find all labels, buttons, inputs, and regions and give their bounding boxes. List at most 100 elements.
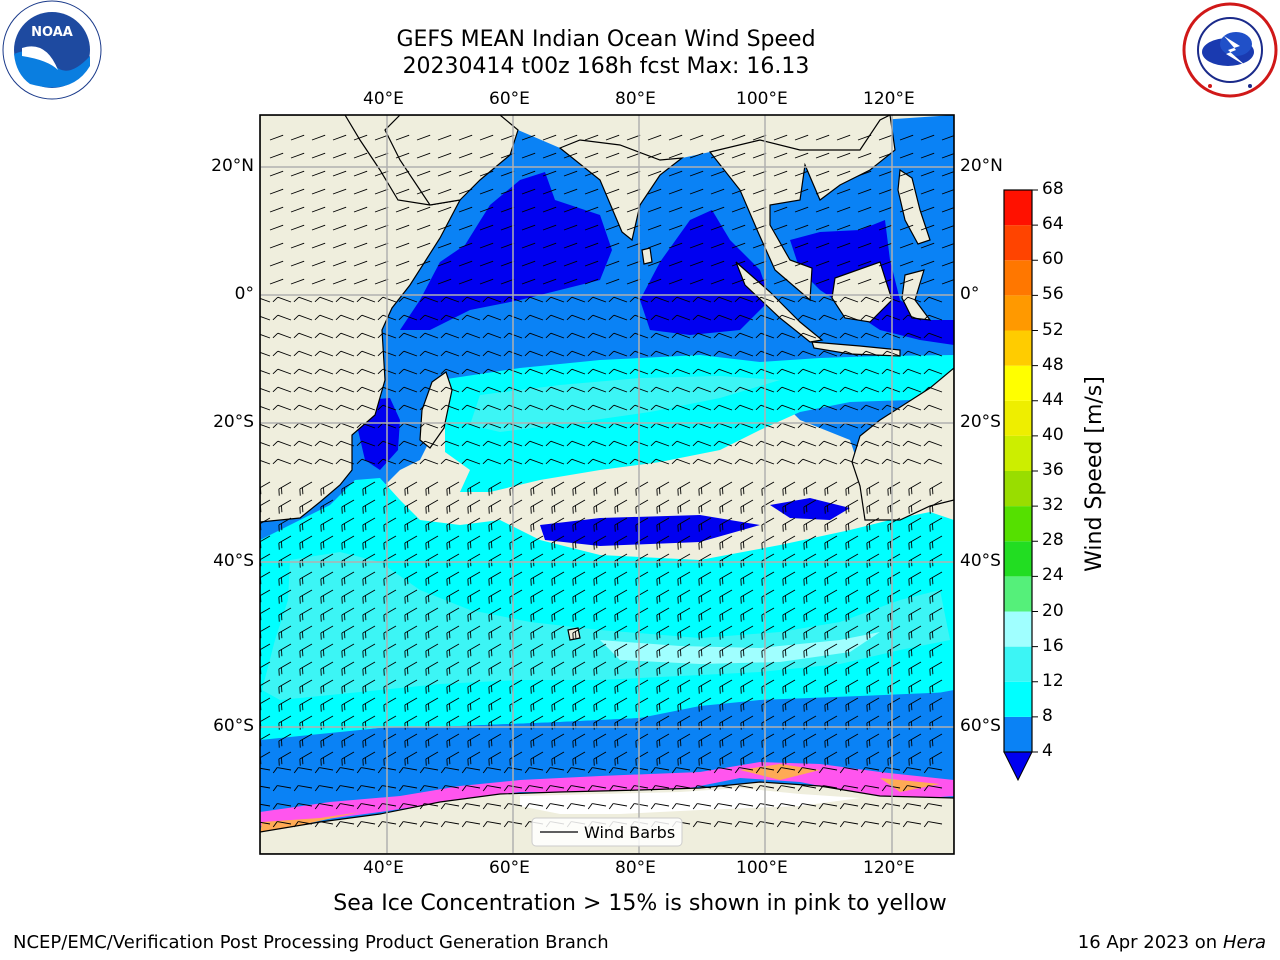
- wind-barb: [272, 767, 292, 774]
- wind-barb: [488, 607, 502, 622]
- wind-barb: [629, 422, 649, 429]
- wind-barb: [404, 571, 418, 586]
- wind-barb: [293, 422, 313, 429]
- footer-machine: Hera: [1222, 932, 1266, 953]
- wind-barb: [698, 607, 712, 622]
- wind-barb: [677, 589, 691, 604]
- wind-barb: [608, 767, 628, 774]
- wind-barb: [416, 242, 431, 249]
- wind-zone-0-4-south: [540, 515, 760, 546]
- wind-barb: [773, 278, 788, 285]
- wind-barb: [500, 188, 515, 195]
- wind-barb: [374, 206, 389, 213]
- wind-barb: [278, 589, 292, 604]
- wind-barb: [671, 386, 691, 393]
- wind-barb: [860, 368, 880, 375]
- wind-barb: [260, 386, 271, 393]
- wind-barb: [836, 134, 851, 141]
- wind-barb: [815, 134, 830, 141]
- wind-barb: [887, 589, 901, 604]
- wind-barb: [293, 386, 313, 393]
- wind-barb: [467, 733, 481, 748]
- wind-barb: [404, 607, 418, 622]
- wind-barb: [881, 767, 901, 774]
- wind-barb: [698, 625, 712, 640]
- lon-tick-top: 100°E: [736, 89, 788, 109]
- wind-barb: [482, 350, 502, 357]
- wind-barb: [845, 697, 859, 712]
- wind-barb: [299, 679, 313, 694]
- wind-barb: [923, 803, 943, 810]
- footer-credit: NCEP/EMC/Verification Post Processing Pr…: [13, 932, 609, 953]
- wind-barb: [824, 517, 838, 532]
- wind-barb: [776, 767, 796, 774]
- wind-barb: [671, 803, 691, 810]
- wind-barb: [332, 242, 347, 249]
- wind-barb: [587, 368, 607, 375]
- wind-barb: [593, 589, 607, 604]
- wind-barb: [629, 440, 649, 447]
- lat-tick-right: 60°S: [960, 716, 1001, 736]
- wind-barb: [446, 607, 460, 622]
- wind-barb: [467, 517, 481, 532]
- wind-barb: [614, 643, 628, 658]
- wind-barb: [740, 733, 754, 748]
- wind-barb: [845, 481, 859, 496]
- wind-barb: [341, 607, 355, 622]
- colorbar-tick-label: 44: [1042, 389, 1064, 410]
- wind-barb: [860, 821, 880, 828]
- wind-barb: [278, 643, 292, 658]
- wind-barb: [332, 206, 347, 213]
- wind-barb: [299, 643, 313, 658]
- wind-barb: [782, 481, 796, 496]
- wind-barb: [404, 751, 418, 766]
- wind-barb: [626, 242, 641, 249]
- wind-barb: [803, 589, 817, 604]
- wind-zone-12-16-core-west: [262, 552, 950, 700]
- wind-barb: [776, 350, 796, 357]
- wind-barb: [773, 170, 788, 177]
- wind-barb: [782, 751, 796, 766]
- wind-barb: [902, 404, 922, 411]
- wind-barb: [398, 386, 418, 393]
- wind-barb: [482, 296, 502, 303]
- wind-barb: [566, 767, 586, 774]
- lon-tick-bottom: 60°E: [489, 858, 530, 878]
- wind-barb: [377, 422, 397, 429]
- wind-barb: [773, 188, 788, 195]
- wind-barb: [524, 458, 544, 465]
- wind-barb: [362, 733, 376, 748]
- wind-barb: [824, 499, 838, 514]
- wind-barb: [626, 206, 641, 213]
- wind-barb: [902, 368, 922, 375]
- wind-barb: [500, 170, 515, 177]
- wind-barb: [260, 368, 271, 375]
- wind-barb: [689, 206, 704, 213]
- wind-barb: [608, 350, 628, 357]
- wind-barb: [881, 296, 901, 303]
- wind-barb: [260, 296, 271, 303]
- wind-barb: [467, 643, 481, 658]
- borneo-land: [831, 261, 893, 323]
- wind-barb: [797, 458, 817, 465]
- wind-barb: [605, 188, 620, 195]
- wind-barb: [404, 697, 418, 712]
- wind-barb: [920, 260, 935, 267]
- wind-barb: [551, 499, 565, 514]
- wind-barb: [269, 242, 284, 249]
- wind-barb: [881, 386, 901, 393]
- wind-barb: [782, 625, 796, 640]
- wind-barb: [593, 499, 607, 514]
- wind-barb: [566, 803, 586, 810]
- wind-barb: [899, 224, 914, 231]
- wind-barb: [650, 440, 670, 447]
- wind-barb: [782, 589, 796, 604]
- wind-barb: [278, 535, 292, 550]
- wind-barb: [260, 785, 271, 789]
- wind-barb: [572, 697, 586, 712]
- wind-barb: [605, 206, 620, 213]
- wind-barb: [479, 206, 494, 213]
- wind-barb: [374, 278, 389, 285]
- wind-barb: [887, 625, 901, 640]
- wind-barb: [899, 134, 914, 141]
